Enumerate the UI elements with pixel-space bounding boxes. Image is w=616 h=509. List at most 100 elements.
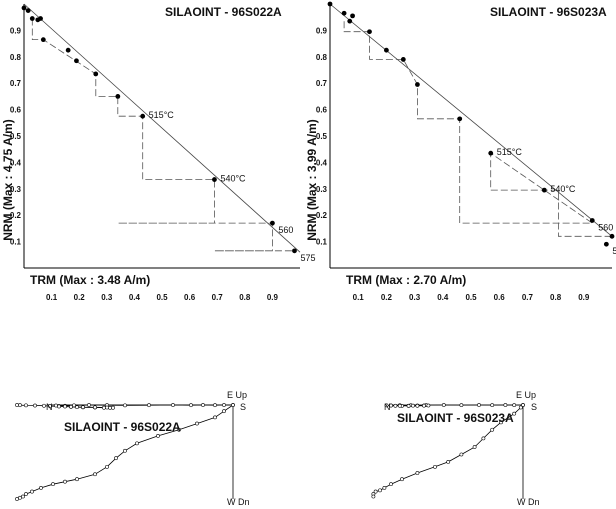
horizontal-projection [384,403,525,408]
x-tick-1: 0.2 [74,293,86,302]
data-point-12 [270,220,275,226]
x-tick-7: 0.8 [550,293,562,302]
x-tick-2: 0.3 [101,293,113,302]
vertical-point-17 [371,494,376,499]
point-label-11: 540°C [220,174,246,184]
x-tick-4: 0.5 [465,293,477,302]
horizontal-projection [15,403,235,410]
point-label-10: 515°C [149,110,175,120]
vertical-point-19 [15,497,19,501]
x-tick-7: 0.8 [239,293,251,302]
data-points [21,5,297,254]
vertical-point-14 [378,488,382,493]
vertical-point-3 [499,420,503,425]
horizontal-point-6 [147,403,151,408]
data-point-11 [212,177,217,182]
horizontal-point-25 [69,404,73,409]
x-tick-4: 0.5 [156,293,168,302]
vertical-point-1 [518,405,523,410]
vertical-point-12 [63,479,67,484]
vertical-point-13 [382,485,387,490]
x-tick-2: 0.3 [409,293,421,302]
horizontal-point-21 [111,405,115,410]
ptrm-check-steps [343,21,612,237]
data-point-13 [292,248,297,254]
horizontal-point-23 [384,403,389,408]
horizontal-point-19 [415,403,420,408]
x-tick-5: 0.6 [494,293,506,302]
point-label-11: 560 [598,222,613,232]
regression-line [23,3,301,253]
data-point-0 [327,1,333,7]
vertical-point-6 [135,441,139,446]
north-label: N [46,402,53,412]
vertical-point-6 [472,445,477,449]
vertical-point-10 [93,472,97,477]
data-point-10 [140,113,146,119]
horizontal-point-18 [422,403,426,408]
y-tick-labels: 0.1 0.2 0.3 0.4 0.5 0.6 0.7 0.8 0.9 [316,26,328,246]
y-tick-3: 0.4 [10,158,22,167]
data-point-9 [115,94,121,99]
y-tick-5: 0.6 [10,106,22,115]
x-tick-1: 0.2 [381,293,393,302]
y-tick-2: 0.3 [10,185,22,194]
west-down-label: W Dn [227,497,250,507]
horizontal-point-11 [393,403,398,408]
y-axis-label: NRM (Max : 4.75 A/m) [1,119,15,241]
x-axis-label: TRM (Max : 2.70 A/m) [346,273,466,287]
vertical-point-0 [521,403,525,407]
zijderveld-plot-96s023a: N E Up S W Dn SILAOINT - 96S023A [371,390,540,507]
vertical-point-12 [389,482,393,487]
data-point-0 [21,5,27,11]
x-tick-6: 0.7 [522,293,534,302]
west-down-label: W Dn [517,497,540,507]
vertical-point-5 [156,434,160,438]
point-label-12: 575 [612,246,616,256]
y-tick-4: 0.5 [316,132,328,141]
data-point-1 [25,8,31,14]
vertical-point-7 [459,452,464,457]
vertical-point-0 [231,403,235,407]
vertical-point-10 [415,471,420,475]
data-point-3 [347,18,353,24]
chart-title: SILAOINT - 96S022A [64,420,181,434]
y-tick-labels: 0.1 0.2 0.3 0.4 0.5 0.6 0.7 0.8 0.9 [10,26,22,246]
point-label-10: 540°C [550,184,576,194]
vertical-point-8 [114,456,118,461]
data-point-4 [38,16,43,21]
horizontal-point-32 [15,403,19,407]
data-point-13 [609,233,615,239]
horizontal-point-7 [123,403,127,408]
x-axis-label: TRM (Max : 3.48 A/m) [30,273,150,287]
chart-title: SILAOINT - 96S022A [165,5,282,19]
horizontal-point-1 [512,403,517,408]
x-tick-6: 0.7 [212,293,224,302]
horizontal-point-27 [48,404,52,408]
horizontal-point-3 [201,403,205,407]
horizontal-point-2 [503,403,508,407]
zijderveld-plot-96s022a: N E Up S W Dn SILAOINT - 96S022A [15,390,250,507]
data-point-2 [350,13,355,19]
horizontal-point-26 [57,404,61,409]
data-points [327,1,615,247]
step-path [343,21,612,237]
horizontal-point-4 [477,403,481,407]
y-tick-6: 0.7 [316,79,328,88]
y-tick-1: 0.2 [10,211,22,220]
y-tick-5: 0.6 [316,106,328,115]
horizontal-point-14 [411,403,415,408]
vertical-point-16 [24,492,28,496]
vertical-point-8 [446,459,451,464]
horizontal-point-22 [105,405,109,410]
vertical-point-15 [30,489,34,494]
y-tick-7: 0.8 [10,53,22,62]
x-tick-labels: 0.1 0.2 0.3 0.4 0.5 0.6 0.7 0.8 0.9 [46,293,278,302]
regression-segment [329,3,613,237]
regression-segment [23,3,301,253]
data-point-8 [457,116,463,122]
vertical-point-13 [51,482,55,487]
x-tick-5: 0.6 [184,293,196,302]
y-tick-8: 0.9 [10,26,22,35]
